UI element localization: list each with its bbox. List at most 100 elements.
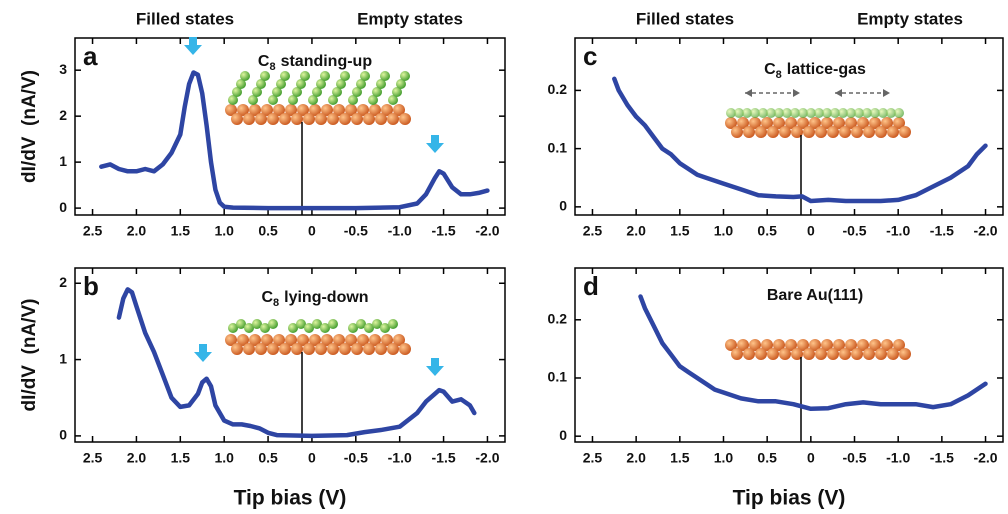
au-atom bbox=[857, 339, 869, 351]
au-atom bbox=[249, 104, 261, 116]
y-tick-label: 0 bbox=[59, 199, 67, 215]
au-atom bbox=[291, 343, 303, 355]
x-axis-label: Tip bias (V) bbox=[733, 487, 846, 510]
molecule-atom bbox=[312, 87, 322, 97]
au-atom bbox=[249, 334, 261, 346]
x-tick-label: 1.0 bbox=[714, 223, 734, 239]
au-atom bbox=[369, 104, 381, 116]
plot-frame bbox=[574, 37, 1004, 216]
au-atom bbox=[333, 334, 345, 346]
x-tick-label: -2.0 bbox=[973, 223, 997, 239]
molecule-atom bbox=[886, 108, 896, 118]
molecule-atom bbox=[272, 87, 282, 97]
inset-label-main: C bbox=[258, 53, 270, 70]
x-tick-label: 1.5 bbox=[670, 223, 690, 239]
au-atom bbox=[351, 343, 363, 355]
au-atom bbox=[863, 348, 875, 360]
y-tick-label: 0 bbox=[559, 198, 567, 214]
molecule-atom bbox=[356, 319, 366, 329]
molecule-atom bbox=[308, 95, 318, 105]
au-atom bbox=[851, 348, 863, 360]
region-header: Empty states bbox=[357, 9, 463, 28]
molecule-atom bbox=[782, 108, 792, 118]
molecule-atom bbox=[312, 319, 322, 329]
x-tick-label: -2.0 bbox=[475, 223, 499, 239]
au-atom bbox=[309, 104, 321, 116]
molecule-atom bbox=[256, 79, 266, 89]
y-tick-label: 3 bbox=[59, 61, 67, 77]
au-atom bbox=[833, 339, 845, 351]
au-atom bbox=[815, 126, 827, 138]
x-tick-label: 1.5 bbox=[171, 450, 191, 466]
x-tick-label: -0.5 bbox=[344, 223, 368, 239]
molecule-atom bbox=[830, 108, 840, 118]
inset-label-rest: lattice-gas bbox=[787, 61, 866, 78]
x-tick-label: -0.5 bbox=[842, 450, 866, 466]
x-tick-label: -0.5 bbox=[842, 223, 866, 239]
x-tick-label: -1.0 bbox=[388, 450, 412, 466]
au-atom bbox=[393, 334, 405, 346]
x-tick-label: 0 bbox=[308, 223, 316, 239]
au-atom bbox=[791, 126, 803, 138]
molecule-atom bbox=[304, 323, 314, 333]
inset-label-sub: 8 bbox=[273, 297, 279, 309]
x-tick-label: -1.0 bbox=[388, 223, 412, 239]
au-atom bbox=[797, 117, 809, 129]
molecule-atom bbox=[320, 71, 330, 81]
au-atom bbox=[315, 343, 327, 355]
au-atom bbox=[731, 126, 743, 138]
au-atom bbox=[399, 343, 411, 355]
molecule-atom bbox=[288, 95, 298, 105]
au-atom bbox=[273, 334, 285, 346]
au-atom bbox=[243, 343, 255, 355]
au-atom bbox=[875, 348, 887, 360]
molecule-atom bbox=[814, 108, 824, 118]
data-line bbox=[612, 76, 988, 204]
au-atom bbox=[321, 104, 333, 116]
x-tick-label: 1.0 bbox=[214, 223, 234, 239]
au-atom bbox=[839, 348, 851, 360]
molecule-atom bbox=[870, 108, 880, 118]
molecule-atom bbox=[400, 71, 410, 81]
au-atom bbox=[309, 334, 321, 346]
molecule-atom bbox=[228, 95, 238, 105]
au-atom bbox=[887, 348, 899, 360]
molecule-atom bbox=[774, 108, 784, 118]
au-atom bbox=[893, 339, 905, 351]
au-atom bbox=[261, 104, 273, 116]
molecule-atom bbox=[798, 108, 808, 118]
molecule-atom bbox=[352, 87, 362, 97]
au-atom bbox=[803, 126, 815, 138]
inset-label-sub: 8 bbox=[776, 69, 782, 81]
au-atom bbox=[743, 126, 755, 138]
x-tick-label: 1.5 bbox=[670, 450, 690, 466]
molecule-atom bbox=[380, 71, 390, 81]
x-tick-label: -1.5 bbox=[930, 223, 954, 239]
molecule-atom bbox=[292, 87, 302, 97]
molecule-atom bbox=[750, 108, 760, 118]
molecule-atom bbox=[726, 108, 736, 118]
au-atom bbox=[809, 339, 821, 351]
molecule-atom bbox=[846, 108, 856, 118]
au-atom bbox=[237, 334, 249, 346]
x-tick-label: 2.5 bbox=[83, 450, 103, 466]
data-line bbox=[99, 70, 490, 211]
y-tick-label: 1 bbox=[59, 153, 67, 169]
x-tick-label: -1.0 bbox=[886, 223, 910, 239]
au-atom bbox=[761, 339, 773, 351]
molecule-atom bbox=[854, 108, 864, 118]
molecule-atom bbox=[392, 87, 402, 97]
molecule-atom bbox=[252, 87, 262, 97]
au-atom bbox=[279, 113, 291, 125]
au-atom bbox=[791, 348, 803, 360]
molecule-atom bbox=[244, 323, 254, 333]
inset-label-main: Bare Au(111) bbox=[767, 287, 863, 304]
au-atom bbox=[357, 104, 369, 116]
y-tick-label: 0.1 bbox=[548, 369, 568, 385]
molecule-atom bbox=[372, 319, 382, 329]
molecule-atom bbox=[790, 108, 800, 118]
inset-label: C8 standing-up bbox=[258, 53, 372, 73]
x-tick-label: -1.5 bbox=[432, 223, 456, 239]
y-axis-label: dI/dV (nA/V) bbox=[19, 299, 40, 412]
au-atom bbox=[875, 126, 887, 138]
